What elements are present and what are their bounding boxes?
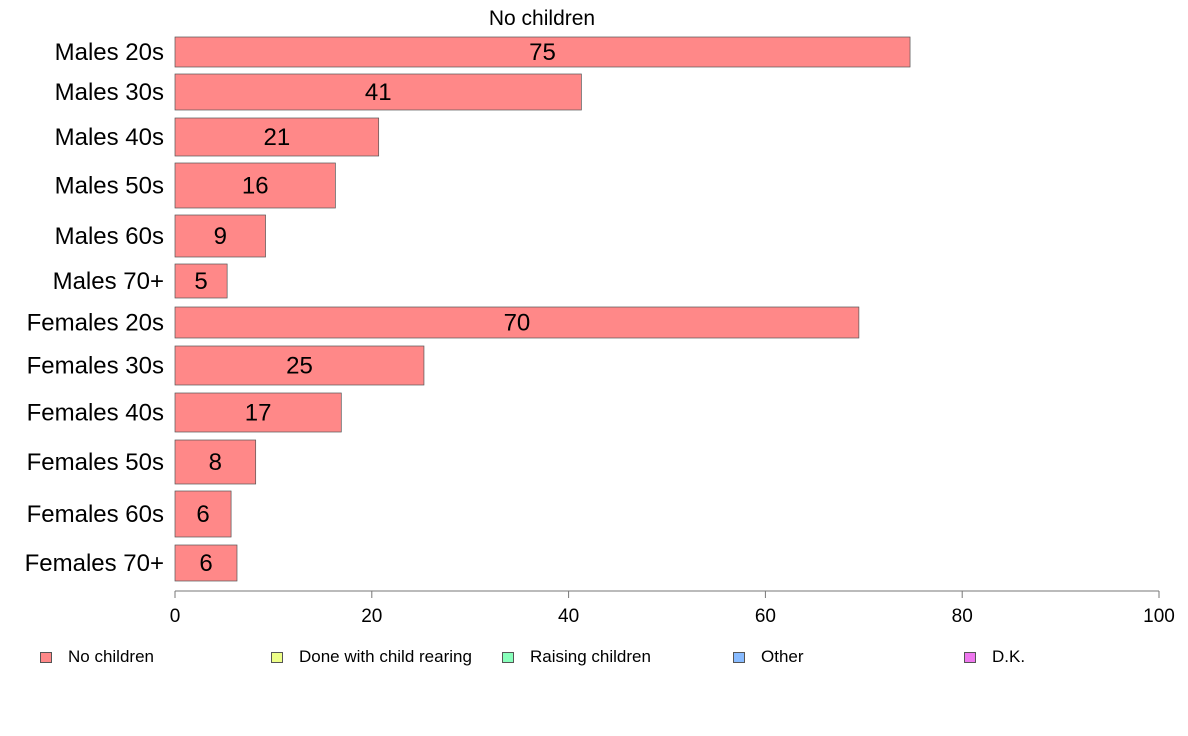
category-label-males-30s: Males 30s (55, 79, 164, 106)
bar-males-60s (174, 214, 266, 258)
legend-label: No children (68, 647, 154, 666)
legend-item-done-with-child-rearing: Done with child rearing (271, 646, 472, 668)
category-label-males-50s: Males 50s (55, 173, 164, 200)
category-label-males-40s: Males 40s (55, 124, 164, 151)
x-axis: 0 20 40 60 80 100 (170, 590, 1175, 627)
bars (174, 36, 911, 582)
category-label-males-20s: Males 20s (55, 39, 164, 66)
bar-value-label-females-20s: 70 (504, 310, 531, 337)
bar-chart: Males 20s Males 30s Males 40s Males 50s Male… (25, 36, 1175, 627)
legend-item-no-children: No children (40, 646, 154, 668)
legend-item-raising-children: Raising children (502, 646, 651, 668)
x-tick-label: 40 (558, 606, 579, 627)
bar-value-label-females-50s: 8 (209, 449, 222, 476)
category-label-males-70plus: Males 70+ (53, 268, 164, 295)
x-tick-label: 20 (361, 606, 382, 627)
category-label-males-60s: Males 60s (55, 223, 164, 250)
category-label-females-20s: Females 20s (27, 310, 164, 337)
legend-swatch (964, 651, 976, 663)
bar-value-label-males-30s: 41 (365, 79, 392, 106)
bar-males-40s (174, 117, 380, 157)
legend-swatch (40, 651, 52, 663)
category-label-females-40s: Females 40s (27, 400, 164, 427)
bar-value-label-females-40s: 17 (245, 400, 272, 427)
legend: No children Done with child rearing Raisin… (0, 646, 1188, 668)
bar-value-label-males-60s: 9 (214, 223, 227, 250)
legend-item-other: Other (733, 646, 804, 668)
legend-swatch (502, 651, 514, 663)
legend-label: Done with child rearing (299, 647, 472, 666)
legend-label: D.K. (992, 647, 1026, 666)
legend-label: Raising children (530, 647, 651, 666)
category-label-females-60s: Females 60s (27, 501, 164, 528)
legend-item-d-k: D.K. (964, 646, 1025, 668)
bar-females-40s (174, 392, 342, 433)
bar-value-label-males-40s: 21 (263, 124, 290, 151)
x-tick-label: 100 (1143, 606, 1175, 627)
legend-swatch (271, 651, 283, 663)
bar-males-70plus (174, 263, 228, 299)
category-label-females-70plus: Females 70+ (25, 550, 164, 577)
x-tick-label: 80 (952, 606, 973, 627)
legend-label: Other (761, 647, 804, 666)
bar-value-label-females-60s: 6 (196, 501, 209, 528)
bar-value-label-females-30s: 25 (286, 353, 313, 380)
bar-value-label-males-70plus: 5 (194, 268, 207, 295)
bar-females-60s (174, 490, 232, 538)
bar-females-70plus (174, 544, 238, 582)
category-label-females-30s: Females 30s (27, 353, 164, 380)
bar-males-30s (174, 73, 582, 111)
bar-value-label-males-50s: 16 (242, 173, 269, 200)
legend-swatch (733, 651, 745, 663)
bar-females-50s (174, 439, 257, 485)
bar-females-20s (174, 306, 860, 339)
category-labels: Males 20s Males 30s Males 40s Males 50s Male… (25, 39, 164, 577)
bar-value-label-males-20s: 75 (529, 39, 556, 66)
bar-males-50s (174, 162, 336, 209)
bar-value-label-females-70plus: 6 (199, 550, 212, 577)
bar-males-20s (174, 36, 911, 68)
chart-title: No children (488, 7, 596, 30)
bar-females-30s (174, 345, 425, 386)
x-tick-label: 0 (170, 606, 181, 627)
x-tick-label: 60 (755, 606, 776, 627)
category-label-females-50s: Females 50s (27, 449, 164, 476)
